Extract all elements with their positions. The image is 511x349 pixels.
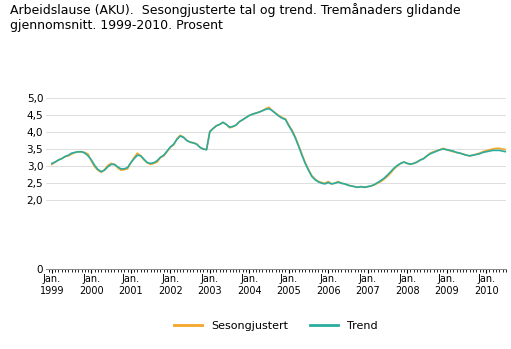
Text: Arbeidslause (AKU).  Sesongjusterte tal og trend. Tremånaders glidande
gjennomsn: Arbeidslause (AKU). Sesongjusterte tal o… — [10, 3, 461, 32]
Legend: Sesongjustert, Trend: Sesongjustert, Trend — [170, 316, 382, 335]
